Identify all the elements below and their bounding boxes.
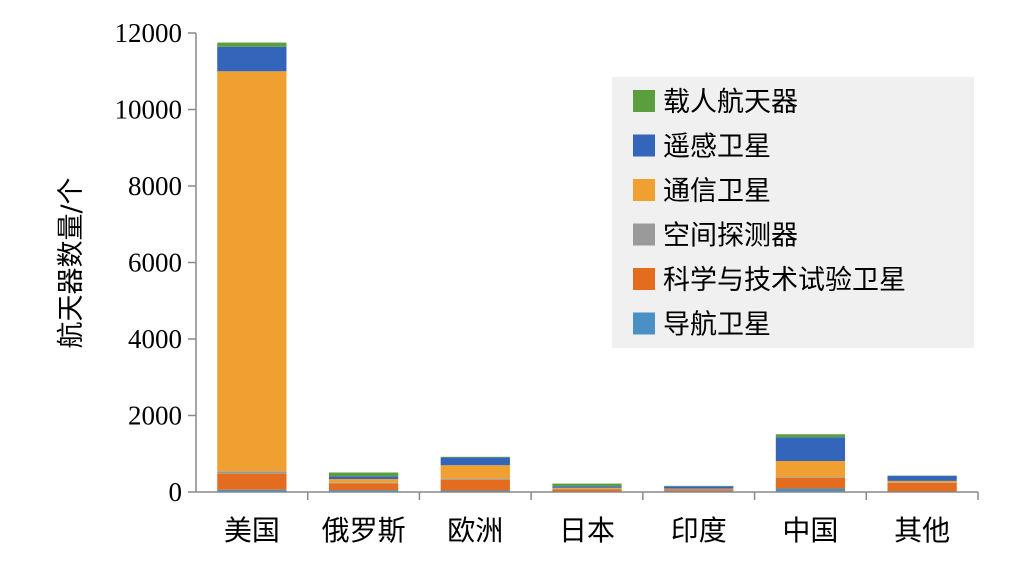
bar-segment [664, 486, 734, 489]
legend-label: 空间探测器 [663, 221, 798, 252]
bar-segment [440, 478, 510, 480]
legend-label: 遥感卫星 [663, 132, 771, 163]
x-tick-label: 中国 [782, 514, 838, 547]
x-tick-label: 俄罗斯 [322, 514, 406, 547]
x-tick-label: 美国 [224, 514, 280, 547]
legend-swatch [633, 268, 655, 290]
x-tick-label: 欧洲 [447, 514, 503, 547]
y-tick-label: 0 [169, 477, 183, 507]
legend-swatch [633, 179, 655, 201]
bar-segment [664, 489, 734, 491]
y-ticks-group: 0 2000 4000 6000 8000 10000 12000 [115, 18, 196, 507]
x-tick-label: 日本 [559, 514, 615, 547]
bar-segment [217, 489, 287, 492]
bar-segment [887, 482, 957, 492]
x-tick-label: 其他 [894, 514, 950, 547]
bar-segment [328, 472, 399, 477]
bar-segment [328, 490, 399, 492]
bar-segment [328, 478, 399, 483]
y-tick-label: 8000 [128, 171, 182, 201]
bar-segment [217, 46, 287, 72]
legend-label: 载人航天器 [663, 87, 798, 118]
legend-swatch [633, 90, 655, 112]
legend-label: 导航卫星 [663, 310, 771, 341]
bar-segment [217, 471, 287, 474]
bar-segment [887, 475, 957, 481]
bar-segment [440, 457, 510, 466]
legend-swatch [633, 134, 655, 157]
bar-segment [775, 477, 846, 489]
bar-segment [440, 479, 510, 491]
bar-segment [552, 486, 622, 488]
x-labels-group: 美国 俄罗斯 欧洲 日本 印度 中国 其他 [224, 492, 979, 547]
bar-segment [440, 490, 510, 492]
y-tick-label: 6000 [128, 248, 182, 278]
bar-segment [887, 480, 957, 483]
y-tick-label: 4000 [128, 324, 182, 354]
bar-segment [775, 461, 846, 478]
y-tick-label: 10000 [115, 95, 183, 125]
y-tick-label: 2000 [128, 401, 182, 431]
legend-swatch [633, 312, 655, 335]
bar-segment [328, 476, 399, 479]
y-tick-label: 12000 [115, 18, 183, 48]
bar-segment [217, 71, 287, 472]
x-tick-label: 印度 [671, 514, 727, 547]
bar-segment [775, 437, 846, 462]
bar-segment [775, 477, 846, 478]
bar-segment [775, 488, 846, 492]
bar-segment [552, 489, 622, 492]
legend-label: 科学与技术试验卫星 [663, 265, 906, 296]
bar-segment [775, 434, 846, 438]
bar-segment [328, 483, 399, 491]
bar-segment [552, 483, 622, 487]
legend-label: 通信卫星 [663, 176, 771, 207]
bar-segment [217, 42, 287, 47]
y-axis-title: 航天器数量/个 [56, 177, 87, 348]
bar-segment [217, 473, 287, 490]
legend-swatch [633, 223, 655, 246]
bar-segment [440, 456, 510, 458]
bar-segment [552, 487, 622, 489]
legend-background [612, 77, 974, 348]
bar-segment [328, 482, 399, 484]
bar-segment [440, 465, 510, 479]
